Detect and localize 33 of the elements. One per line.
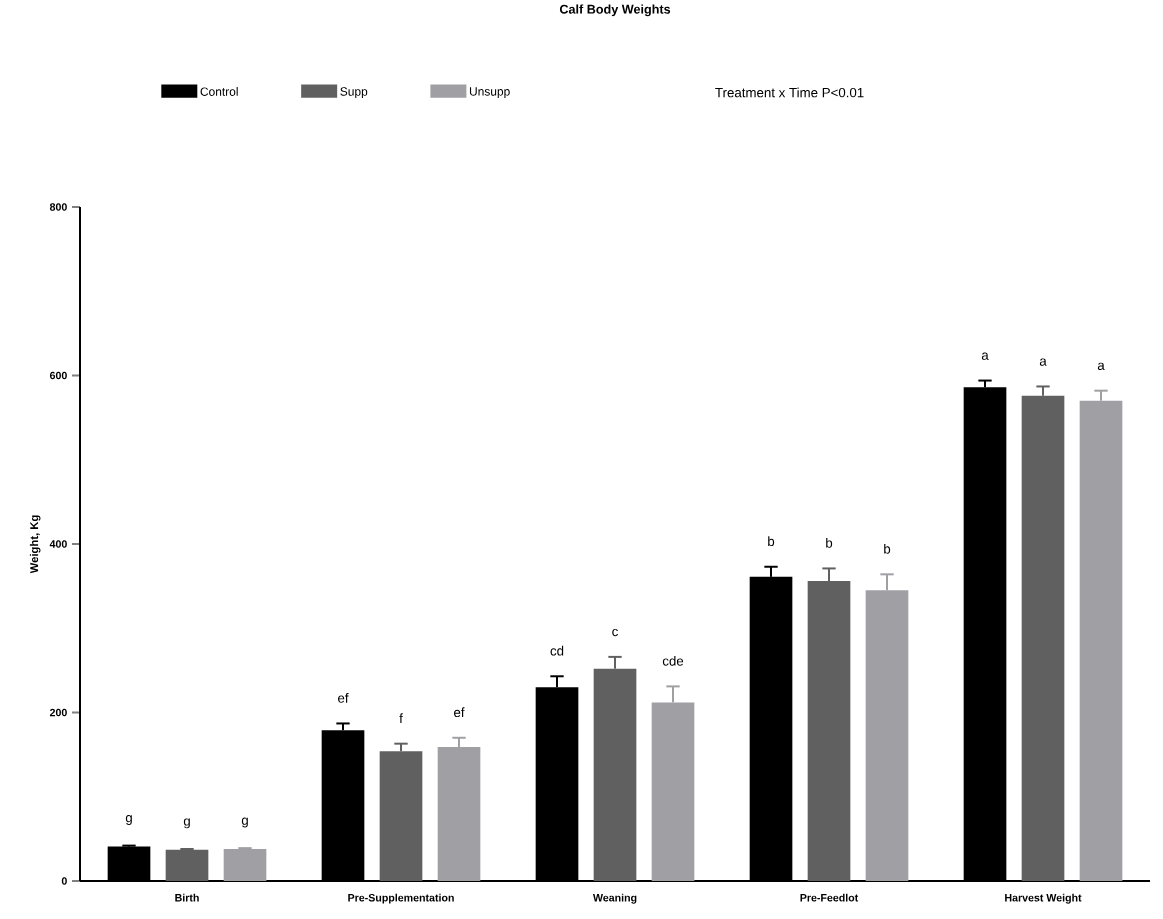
y-tick-label: 200 xyxy=(49,708,67,717)
chart-title: Calf Body Weights xyxy=(559,4,671,17)
x-tick-label: Harvest Weight xyxy=(1005,893,1082,904)
bar xyxy=(223,848,267,881)
bar xyxy=(165,849,209,881)
y-tick-label: 600 xyxy=(49,371,67,380)
y-tick-label: 400 xyxy=(49,540,67,548)
x-tick-label: Pre-Feedlot xyxy=(800,893,859,902)
data-label: g xyxy=(183,818,190,829)
data-label: ef xyxy=(454,707,465,718)
text: Treatment x Time P<0.01 xyxy=(715,87,864,98)
legend-label: Control xyxy=(200,87,238,96)
y-axis-title: Weight, Kg xyxy=(29,515,41,574)
data-label: f xyxy=(399,713,403,723)
data-label: a xyxy=(981,352,989,360)
data-label: c xyxy=(612,628,618,637)
x-tick-label: Birth xyxy=(175,893,199,902)
legend-label: Supp xyxy=(340,87,368,99)
data-label: a xyxy=(1097,362,1105,370)
y-tick-label: 800 xyxy=(49,203,67,211)
y-tick-label: 0 xyxy=(61,877,67,885)
data-label: a xyxy=(1039,358,1047,366)
data-label: ef xyxy=(338,693,349,703)
x-tick-label: Pre-Supplementation xyxy=(348,893,454,904)
data-label: cde xyxy=(662,655,684,666)
data-label: b xyxy=(826,537,833,548)
legend-label: Unsupp xyxy=(469,87,510,99)
data-label: g xyxy=(241,817,248,828)
data-label: g xyxy=(125,815,132,825)
data-label: cd xyxy=(550,645,564,656)
data-label: b xyxy=(884,543,891,554)
data-label: b xyxy=(768,536,775,547)
x-tick-label: Weaning xyxy=(592,893,637,904)
